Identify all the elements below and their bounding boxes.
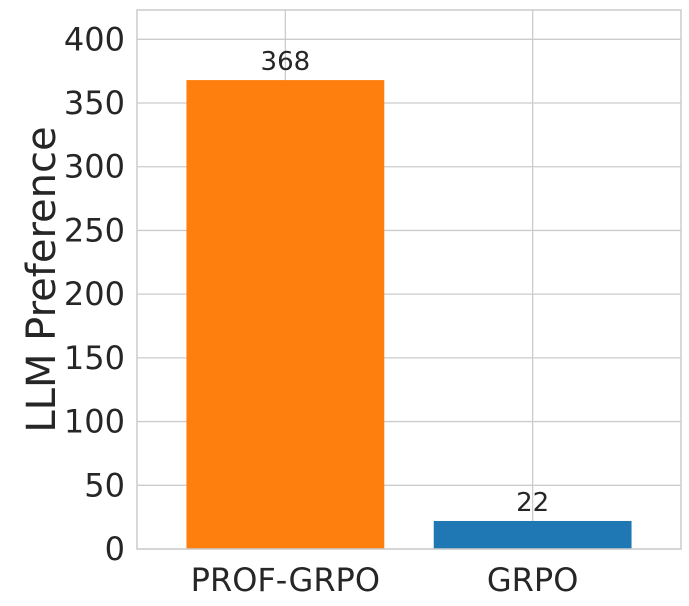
bar-grpo (433, 520, 632, 549)
y-tick-label: 350 (64, 84, 125, 122)
plot-frame (136, 9, 682, 550)
y-tick-label: 400 (64, 20, 125, 58)
data-labels: 368 22 (261, 47, 550, 518)
y-tick-label: 250 (64, 211, 125, 249)
x-tick-labels: PROF-GRPO GRPO (191, 561, 579, 599)
bar-value-label: 368 (261, 47, 311, 77)
y-tick-label: 100 (64, 403, 125, 441)
bars (186, 80, 632, 550)
y-tick-label: 50 (84, 466, 125, 504)
y-tick-labels: 0 50 100 150 200 250 300 350 400 (64, 20, 125, 568)
y-tick-label: 150 (64, 339, 125, 377)
bar-prof-grpo (186, 80, 385, 550)
x-tick-label: PROF-GRPO (191, 561, 380, 599)
y-axis-title: LLM Preference (19, 126, 65, 432)
y-tick-label: 0 (105, 530, 125, 568)
y-tick-label: 200 (64, 275, 125, 313)
bar-value-label: 22 (516, 488, 549, 518)
y-tick-label: 300 (64, 148, 125, 186)
x-tick-label: GRPO (487, 561, 579, 599)
